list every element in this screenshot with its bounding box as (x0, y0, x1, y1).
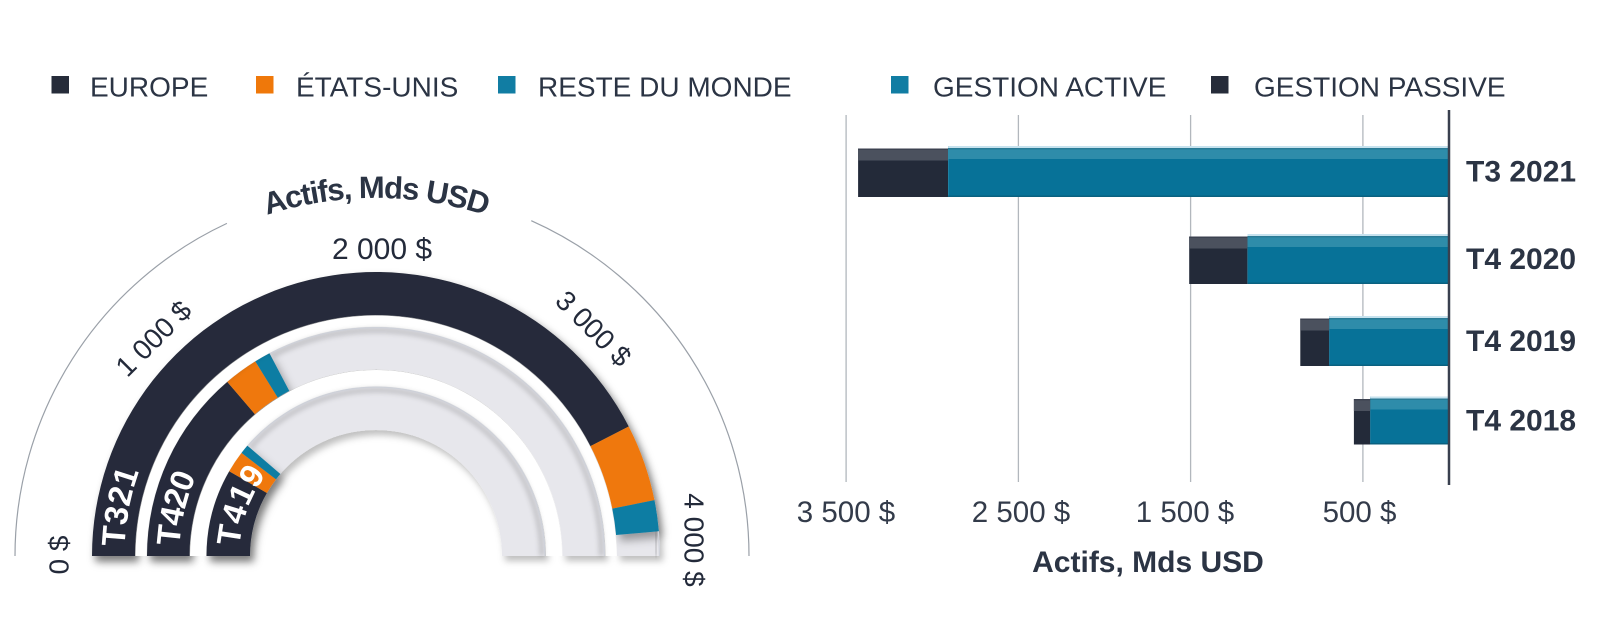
svg-text:GESTION PASSIVE: GESTION PASSIVE (1254, 72, 1506, 103)
svg-text:T4 2018: T4 2018 (1466, 405, 1576, 438)
svg-text:ÉTATS-UNIS: ÉTATS-UNIS (296, 72, 458, 103)
svg-text:1 500 $: 1 500 $ (1136, 496, 1234, 529)
svg-text:T4 2019: T4 2019 (1466, 325, 1576, 358)
svg-text:EUROPE: EUROPE (90, 72, 208, 103)
svg-text:4 000 $: 4 000 $ (679, 493, 710, 587)
svg-text:2 000 $: 2 000 $ (332, 233, 432, 266)
svg-text:3 500 $: 3 500 $ (797, 496, 895, 529)
svg-text:T3 2021: T3 2021 (1466, 156, 1576, 189)
svg-text:Actifs, Mds USD: Actifs, Mds USD (1032, 546, 1264, 579)
svg-text:2 500 $: 2 500 $ (972, 496, 1070, 529)
svg-text:RESTE DU MONDE: RESTE DU MONDE (538, 72, 792, 103)
svg-text:500 $: 500 $ (1323, 496, 1397, 529)
svg-text:T4 2020: T4 2020 (1466, 243, 1576, 276)
svg-text:GESTION ACTIVE: GESTION ACTIVE (933, 72, 1166, 103)
svg-text:0 $: 0 $ (43, 535, 74, 574)
